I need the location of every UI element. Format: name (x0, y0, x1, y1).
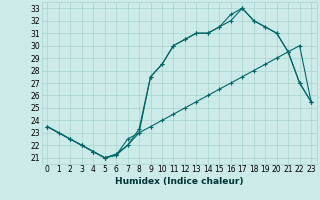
X-axis label: Humidex (Indice chaleur): Humidex (Indice chaleur) (115, 177, 244, 186)
